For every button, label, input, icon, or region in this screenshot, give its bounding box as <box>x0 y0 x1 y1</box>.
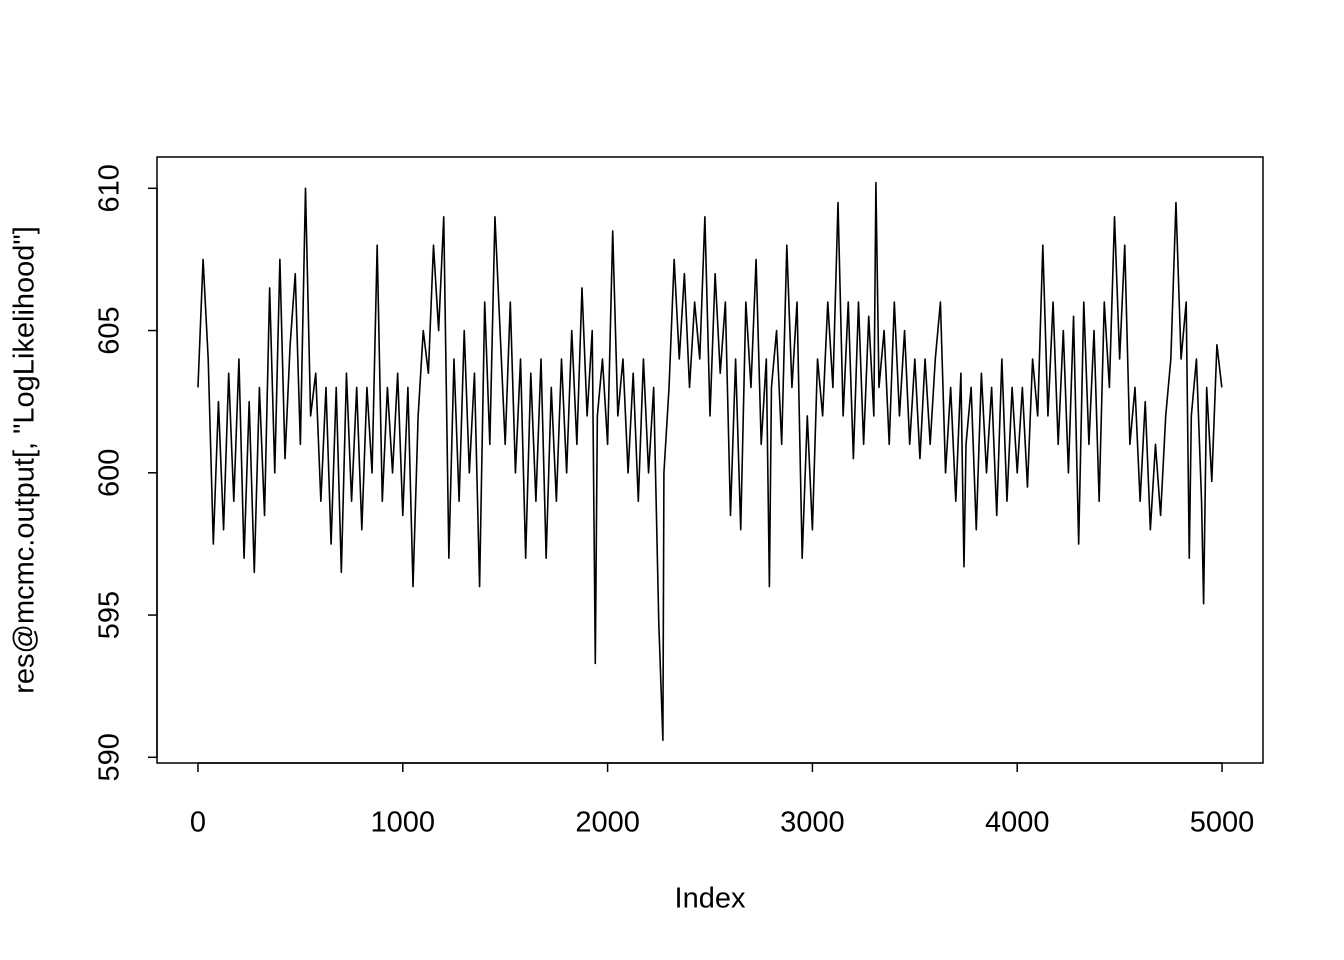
y-tick-label: 595 <box>94 591 126 639</box>
x-tick-label: 3000 <box>780 807 845 839</box>
x-tick-label: 0 <box>190 807 206 839</box>
y-tick-label: 605 <box>94 306 126 354</box>
x-tick-label: 5000 <box>1190 807 1255 839</box>
x-axis-label: Index <box>675 883 746 915</box>
y-axis-label: res@mcmc.output[, "LogLikelihood"] <box>9 226 41 694</box>
y-tick-label: 610 <box>94 164 126 212</box>
x-tick-label: 1000 <box>371 807 436 839</box>
x-tick-label: 4000 <box>985 807 1050 839</box>
y-tick-label: 590 <box>94 733 126 781</box>
trace-line <box>197 181 1223 742</box>
x-tick-label: 2000 <box>575 807 640 839</box>
y-tick-label: 600 <box>94 449 126 497</box>
